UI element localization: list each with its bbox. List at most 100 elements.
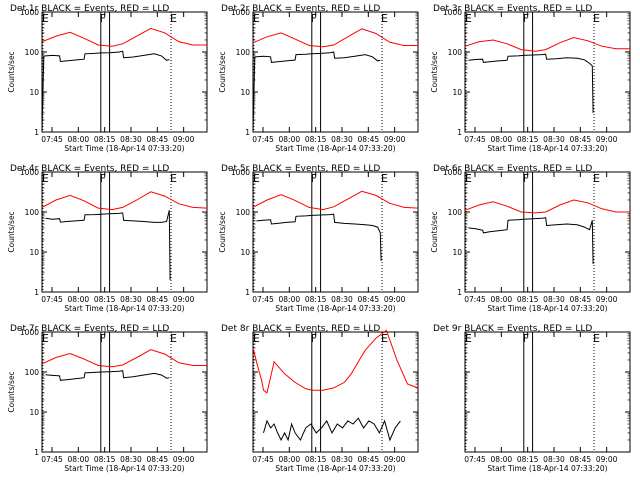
lld-series-line (41, 349, 207, 368)
chart-panel: Det 4r BLACK = Events, RED = LLD 1 10 100 10… (7, 164, 208, 313)
chart-panel: Det 9r BLACK = Events, RED = LLD 07:45 08:… (433, 324, 631, 473)
event-marker-label: F (311, 172, 317, 185)
event-marker-label: E (42, 172, 49, 185)
x-axis-label: Start Time (18-Apr-14 07:33:20) (487, 304, 607, 313)
plot-frame (252, 11, 419, 133)
plot-frame (464, 331, 631, 453)
chart-panel: Det 5r BLACK = Events, RED = LLD 1 10 100 10… (218, 164, 419, 313)
event-marker-label: F (523, 172, 529, 185)
event-marker-label: F (523, 332, 529, 345)
x-tick-label: 08:45 (570, 455, 592, 464)
x-axis-label: Start Time (18-Apr-14 07:33:20) (64, 304, 184, 313)
x-tick-label: 08:00 (491, 455, 513, 464)
event-marker-label: E (253, 332, 260, 345)
events-series-line (45, 210, 171, 281)
plot-frame (252, 331, 419, 453)
events-series-line (45, 370, 170, 381)
x-tick-label: 08:15 (305, 295, 327, 304)
x-tick-label: 07:45 (464, 455, 486, 464)
x-tick-label: 07:45 (41, 295, 63, 304)
x-tick-label: 09:00 (596, 135, 618, 144)
y-axis-label: Counts/sec (7, 51, 16, 92)
y-tick-label: 1000 (20, 328, 39, 337)
lld-series-line (252, 28, 418, 48)
y-axis-label: Counts/sec (7, 211, 16, 252)
y-axis-label: Counts/sec (218, 51, 227, 92)
chart-title: Det 6r BLACK = Events, RED = LLD (433, 164, 592, 174)
plot-frame (41, 331, 208, 453)
event-marker-label: E (593, 172, 600, 185)
x-tick-label: 08:00 (279, 455, 301, 464)
y-tick-label: 1000 (443, 168, 462, 177)
lld-series-line (252, 329, 419, 394)
x-tick-label: 07:45 (464, 135, 486, 144)
y-tick-label: 10 (29, 88, 39, 97)
chart-title: Det 7r BLACK = Events, RED = LLD (10, 324, 169, 334)
y-tick-label: 1 (457, 288, 462, 297)
x-tick-label: 08:00 (491, 295, 513, 304)
x-tick-label: 08:15 (305, 455, 327, 464)
y-tick-label: 100 (236, 48, 251, 57)
y-tick-label: 1000 (20, 8, 39, 17)
y-tick-label: 10 (452, 248, 462, 257)
x-tick-label: 08:45 (147, 135, 169, 144)
y-tick-label: 10 (29, 248, 39, 257)
plot-frame (41, 11, 208, 133)
x-tick-label: 07:45 (252, 295, 274, 304)
y-tick-label: 10 (240, 88, 250, 97)
x-tick-label: 09:00 (596, 455, 618, 464)
y-axis-label: Counts/sec (7, 371, 16, 412)
events-series-line (41, 50, 170, 133)
x-tick-label: 07:45 (41, 455, 63, 464)
event-marker-label: F (100, 332, 106, 345)
chart-panel: Det 2r BLACK = Events, RED = LLD 1 10 100 10… (218, 4, 419, 153)
chart-title: Det 8r BLACK = Events, RED = LLD (221, 324, 380, 334)
x-axis-label: Start Time (18-Apr-14 07:33:20) (64, 464, 184, 473)
event-marker-label: E (170, 172, 177, 185)
y-tick-label: 100 (25, 48, 40, 57)
x-tick-label: 09:00 (384, 135, 406, 144)
chart-panel: Det 1r BLACK = Events, RED = LLD 1 10 100 10… (7, 4, 208, 153)
y-tick-label: 10 (452, 88, 462, 97)
x-tick-label: 08:30 (120, 135, 142, 144)
event-marker-label: F (100, 172, 106, 185)
y-tick-label: 1 (245, 128, 250, 137)
chart-title: Det 9r BLACK = Events, RED = LLD (433, 324, 592, 334)
x-tick-label: 09:00 (173, 455, 195, 464)
x-tick-label: 09:00 (384, 455, 406, 464)
y-tick-label: 100 (25, 368, 40, 377)
x-tick-label: 09:00 (173, 295, 195, 304)
x-tick-label: 08:15 (94, 455, 116, 464)
y-tick-label: 1 (34, 288, 39, 297)
x-tick-label: 08:45 (358, 295, 380, 304)
x-axis-label: Start Time (18-Apr-14 07:33:20) (64, 144, 184, 153)
event-marker-label: E (465, 332, 472, 345)
x-tick-label: 08:45 (147, 455, 169, 464)
chart-panel: Det 8r BLACK = Events, RED = LLD 07:45 08:… (221, 324, 419, 473)
x-tick-label: 09:00 (384, 295, 406, 304)
x-tick-label: 08:00 (279, 295, 301, 304)
x-tick-label: 07:45 (252, 455, 274, 464)
events-series-line (263, 417, 401, 442)
event-marker-label: E (593, 12, 600, 25)
x-tick-label: 08:45 (358, 455, 380, 464)
event-marker-label: E (253, 172, 260, 185)
y-tick-label: 1000 (443, 8, 462, 17)
events-series-line (468, 217, 594, 265)
chart-title: Det 2r BLACK = Events, RED = LLD (221, 4, 380, 14)
x-axis-label: Start Time (18-Apr-14 07:33:20) (275, 464, 395, 473)
lld-series-line (252, 190, 419, 211)
plot-frame (464, 11, 631, 133)
x-tick-label: 08:00 (68, 455, 90, 464)
x-tick-label: 07:45 (464, 295, 486, 304)
x-tick-label: 08:30 (331, 135, 353, 144)
x-tick-label: 08:15 (94, 135, 116, 144)
chart-panel: Det 3r BLACK = Events, RED = LLD 1 10 100 10… (430, 4, 631, 153)
x-tick-label: 07:45 (252, 135, 274, 144)
y-tick-label: 1000 (231, 168, 250, 177)
y-tick-label: 1000 (20, 168, 39, 177)
x-tick-label: 09:00 (173, 135, 195, 144)
y-axis-label: Counts/sec (218, 211, 227, 252)
x-tick-label: 08:00 (491, 135, 513, 144)
